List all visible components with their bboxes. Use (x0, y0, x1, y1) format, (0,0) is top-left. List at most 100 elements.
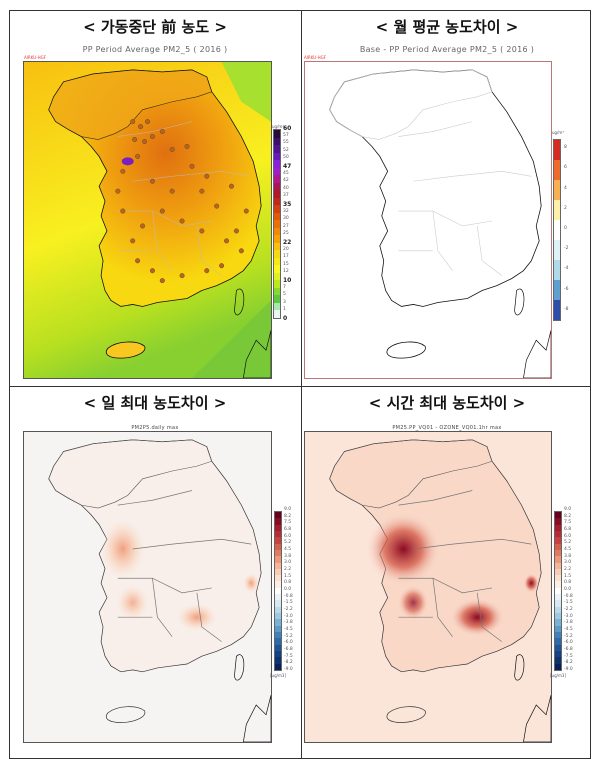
colorbar-unit: ug/m³ (552, 130, 564, 135)
colorbar-segment (555, 644, 561, 651)
monitoring-site-marker (204, 173, 210, 179)
colorbar-unit: [ug/m3] (550, 673, 566, 678)
colorbar-segment (275, 537, 281, 544)
colorbar-segment (554, 239, 560, 260)
colorbar-tick-label: 35 (283, 201, 292, 208)
panel-title: < 월 평균 농도차이 > (375, 18, 519, 36)
column-divider (301, 11, 302, 758)
colorbar-tick-label: -2.2 (564, 607, 573, 612)
colorbar-tick-label: 9.0 (284, 507, 292, 512)
monitoring-site-marker (199, 228, 205, 234)
jeju-island (105, 341, 146, 359)
colorbar-tick-label: 6.0 (564, 533, 572, 539)
colorbar-segment (554, 179, 560, 200)
colorbar-tick-label: 1 (283, 307, 286, 313)
colorbar-tick-label: 8.2 (564, 513, 572, 519)
colorbar-segment (555, 562, 561, 569)
colorbar-tick-label: 60 (283, 125, 292, 132)
japan-coastline (523, 330, 551, 378)
monitoring-site-marker (135, 153, 141, 159)
colorbar-segment (555, 549, 561, 557)
colorbar-tick-label: -6 (564, 286, 569, 292)
colorbar-segment (275, 575, 281, 582)
colorbar-tick-label: 12 (283, 269, 289, 275)
colorbar-segment (274, 310, 280, 318)
colorbar-segment (274, 227, 280, 236)
colorbar-tick-label: -3.8 (284, 620, 293, 626)
colorbar-tick-label: 7 (283, 284, 286, 290)
colorbar-tick-label: 17 (283, 254, 289, 260)
colorbar-tick-label: 1.5 (564, 573, 572, 579)
colorbar-segment (275, 549, 281, 557)
ulleung-area-island (514, 654, 525, 681)
model-tag: AIRKU-HGF (304, 55, 326, 60)
colorbar-segment (274, 137, 280, 146)
figure-grid: < 가동중단 前 농도 > PP Period Average PM2_5 ( … (9, 10, 591, 759)
province-boundaries (117, 121, 252, 276)
colorbar-segment (555, 518, 561, 525)
northwest-hotspot (366, 511, 441, 587)
colorbar-tick-label: 8 (564, 145, 567, 151)
colorbar-tick-label: -7.5 (284, 653, 293, 659)
colorbar-tick-label: -7.5 (564, 653, 573, 659)
colorbar-segment (275, 556, 281, 563)
colorbar-segment (555, 663, 561, 670)
colorbar-segment (275, 518, 281, 525)
colorbar (554, 511, 562, 671)
seoul-hotspot (121, 157, 134, 166)
colorbar-segment (275, 663, 281, 670)
colorbar-tick-label: 42 (283, 178, 289, 184)
colorbar-segment (275, 600, 281, 607)
colorbar-tick-label: 5.2 (564, 540, 572, 546)
colorbar-tick-label: -0.8 (564, 593, 573, 599)
colorbar-tick-label: 6.0 (284, 533, 292, 539)
colorbar-tick-label: 50 (283, 155, 289, 161)
monthly-diff-map (304, 61, 552, 379)
colorbar-tick-label: 22 (283, 239, 292, 246)
colorbar-segment (555, 543, 561, 550)
colorbar-segment (274, 242, 280, 251)
colorbar-segment (274, 182, 280, 191)
panel-monthly-avg-diff: < 월 평균 농도차이 > Base - PP Period Average P… (302, 11, 592, 386)
colorbar-segment (274, 272, 280, 281)
colorbar-tick-label: 1.5 (284, 573, 292, 579)
colorbar-segment (555, 657, 561, 664)
colorbar-segment (555, 530, 561, 538)
japan-coastline (523, 695, 551, 742)
colorbar-tick-label: 8.2 (284, 513, 292, 519)
monitoring-site-marker (149, 268, 155, 274)
japan-coastline (242, 330, 271, 378)
map-canvas (24, 62, 271, 378)
colorbar-tick-label: 55 (283, 140, 289, 146)
colorbar-tick-label: 2 (564, 205, 567, 211)
colorbar-segment (555, 600, 561, 607)
colorbar-segment (555, 512, 561, 519)
colorbar-tick-label: 2.2 (564, 567, 572, 572)
colorbar-tick-label: -4.5 (564, 627, 573, 632)
colorbar-segment (555, 619, 561, 626)
colorbar-tick-label: -3.8 (564, 620, 573, 626)
colorbar-segment (274, 280, 280, 288)
colorbar-segment (275, 581, 281, 588)
colorbar-segment (554, 279, 560, 300)
monitoring-site-marker (238, 248, 244, 254)
colorbar-segment (274, 302, 280, 311)
monitoring-site-marker (130, 238, 136, 244)
north-region (329, 69, 493, 140)
colorbar-tick-label: 9.0 (564, 507, 572, 512)
north-region (48, 69, 213, 140)
colorbar-tick-label: 5.2 (284, 540, 292, 546)
monitoring-site-marker (120, 168, 126, 174)
ulleung-area-island (234, 288, 245, 316)
monitoring-site-marker (243, 208, 249, 214)
colorbar-segment (275, 619, 281, 626)
colorbar-tick-label: 40 (283, 185, 289, 191)
colorbar-tick-label: -9.0 (564, 667, 573, 672)
colorbar (553, 139, 561, 321)
panel-subtitle: Base - PP Period Average PM2_5 ( 2016 ) (359, 45, 535, 54)
colorbar-segment (555, 537, 561, 544)
colorbar-tick-label: 32 (283, 208, 289, 214)
colorbar-segment (274, 220, 280, 228)
colorbar-tick-label: -8.2 (564, 660, 573, 666)
colorbar-tick-label: 25 (283, 231, 289, 237)
